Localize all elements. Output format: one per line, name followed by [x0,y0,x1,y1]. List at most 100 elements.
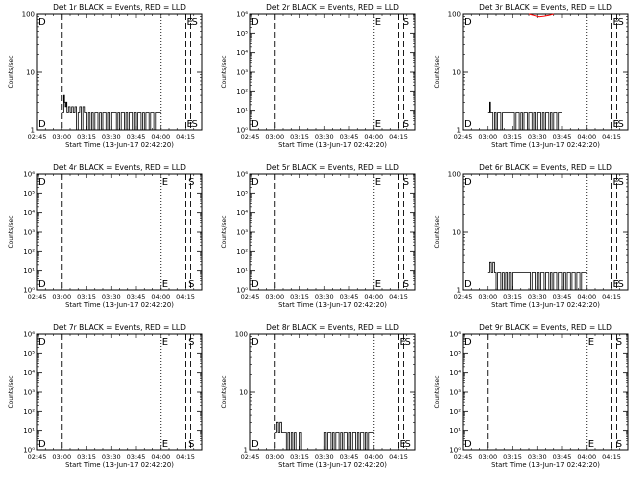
marker-d: D [38,177,46,188]
x-tick-label: 02:45 [454,293,473,301]
x-tick-label: 03:00 [478,453,497,461]
y-tick-label: 10² [236,248,248,256]
x-tick-label: 04:15 [389,293,408,301]
marker-d: D [251,279,259,290]
x-tick-label: 04:15 [602,293,621,301]
x-tick-label: 03:45 [340,293,359,301]
panel-5: Det 5r BLACK = Events, RED = LLD Counts/s… [221,163,416,309]
marker-s: S [404,337,410,348]
x-tick-label: 03:15 [503,293,522,301]
x-tick-label: 03:30 [315,293,334,301]
x-tick-label: 03:00 [265,453,284,461]
marker-e: E [588,337,594,348]
x-axis-label: Start Time (13-Jun-17 02:42:20) [278,461,387,469]
x-tick-label: 04:00 [577,293,596,301]
x-tick-label: 02:45 [28,453,47,461]
x-tick-label: 02:45 [454,453,473,461]
marker-s: S [188,279,194,290]
x-tick-label: 02:45 [241,453,260,461]
x-tick-label: 03:15 [503,453,522,461]
y-tick-label: 1 [457,127,461,135]
panel-title: Det 7r BLACK = Events, RED = LLD [53,323,186,332]
x-axis-label: Start Time (13-Jun-17 02:42:20) [278,301,387,309]
x-tick-label: 03:45 [340,133,359,141]
y-tick-label: 10 [452,229,461,237]
lld-series [528,13,554,18]
y-tick-label: 1 [457,287,461,295]
panel-title: Det 2r BLACK = Events, RED = LLD [266,3,399,12]
y-tick-label: 10⁴ [23,369,35,377]
marker-s: S [403,17,409,28]
marker-s: S [617,119,623,130]
x-tick-label: 03:45 [127,293,146,301]
panel-title: Det 8r BLACK = Events, RED = LLD [266,323,399,332]
x-tick-label: 04:15 [176,453,195,461]
panel-1: Det 1r BLACK = Events, RED = LLD Counts/s… [8,3,203,149]
x-tick-label: 03:00 [265,293,284,301]
marker-s: S [403,279,409,290]
x-tick-label: 03:45 [553,293,572,301]
x-tick-label: 03:00 [52,453,71,461]
marker-s: S [404,439,410,450]
x-axis-label: Start Time (13-Jun-17 02:42:20) [65,461,174,469]
x-tick-label: 04:00 [364,293,383,301]
x-tick-label: 03:00 [52,293,71,301]
marker-d: D [38,17,46,28]
marker-d: D [464,17,472,28]
x-tick-label: 03:00 [52,133,71,141]
marker-e: E [187,17,193,28]
x-tick-label: 03:45 [553,133,572,141]
marker-e: E [613,177,619,188]
y-axis-label: Counts/sec [434,215,441,248]
x-tick-label: 03:30 [315,133,334,141]
panel-title: Det 1r BLACK = Events, RED = LLD [53,3,186,12]
x-tick-label: 02:45 [454,133,473,141]
panel-title: Det 3r BLACK = Events, RED = LLD [479,3,612,12]
x-tick-label: 02:45 [241,293,260,301]
y-tick-label: 10⁶ [23,331,35,339]
panel-6: Det 6r BLACK = Events, RED = LLD Counts/s… [434,163,629,309]
y-axis-label: Counts/sec [434,375,441,408]
y-tick-label: 10⁴ [236,209,248,217]
x-tick-label: 03:30 [102,293,121,301]
marker-e: E [162,439,168,450]
x-tick-label: 04:15 [602,133,621,141]
panel-2: Det 2r BLACK = Events, RED = LLD Counts/s… [221,3,416,149]
x-axis-label: Start Time (13-Jun-17 02:42:20) [491,461,600,469]
x-tick-label: 03:30 [315,453,334,461]
y-tick-label: 10³ [236,229,248,237]
panel-title: Det 6r BLACK = Events, RED = LLD [479,163,612,172]
marker-s: S [403,119,409,130]
panel-title: Det 9r BLACK = Events, RED = LLD [479,323,612,332]
events-series [487,101,562,131]
marker-s: S [616,439,622,450]
x-tick-label: 04:00 [364,453,383,461]
x-tick-label: 03:15 [77,453,96,461]
marker-d: D [251,17,259,28]
marker-e: E [400,439,406,450]
panel-3: Det 3r BLACK = Events, RED = LLD Counts/s… [434,3,629,149]
marker-d: D [38,337,46,348]
y-axis-label: Counts/sec [8,215,15,248]
marker-e: E [613,119,619,130]
marker-s: S [617,17,623,28]
y-axis-label: Counts/sec [8,55,15,88]
x-tick-label: 04:00 [577,453,596,461]
x-tick-label: 03:30 [528,133,547,141]
y-tick-label: 10⁶ [236,171,248,179]
panel-9: Det 9r BLACK = Events, RED = LLD Counts/s… [434,323,629,469]
y-tick-label: 10³ [23,389,35,397]
x-tick-label: 04:00 [364,133,383,141]
x-tick-label: 04:00 [151,453,170,461]
marker-d: D [251,177,259,188]
panel-8: Det 8r BLACK = Events, RED = LLD Counts/s… [221,323,416,469]
y-tick-label: 10⁵ [23,350,35,358]
y-tick-label: 10⁵ [449,350,461,358]
y-tick-label: 10² [23,408,35,416]
x-axis-label: Start Time (13-Jun-17 02:42:20) [278,141,387,149]
x-tick-label: 03:30 [528,293,547,301]
y-tick-label: 100 [22,11,35,19]
y-tick-label: 10³ [236,69,248,77]
x-tick-label: 03:15 [290,133,309,141]
